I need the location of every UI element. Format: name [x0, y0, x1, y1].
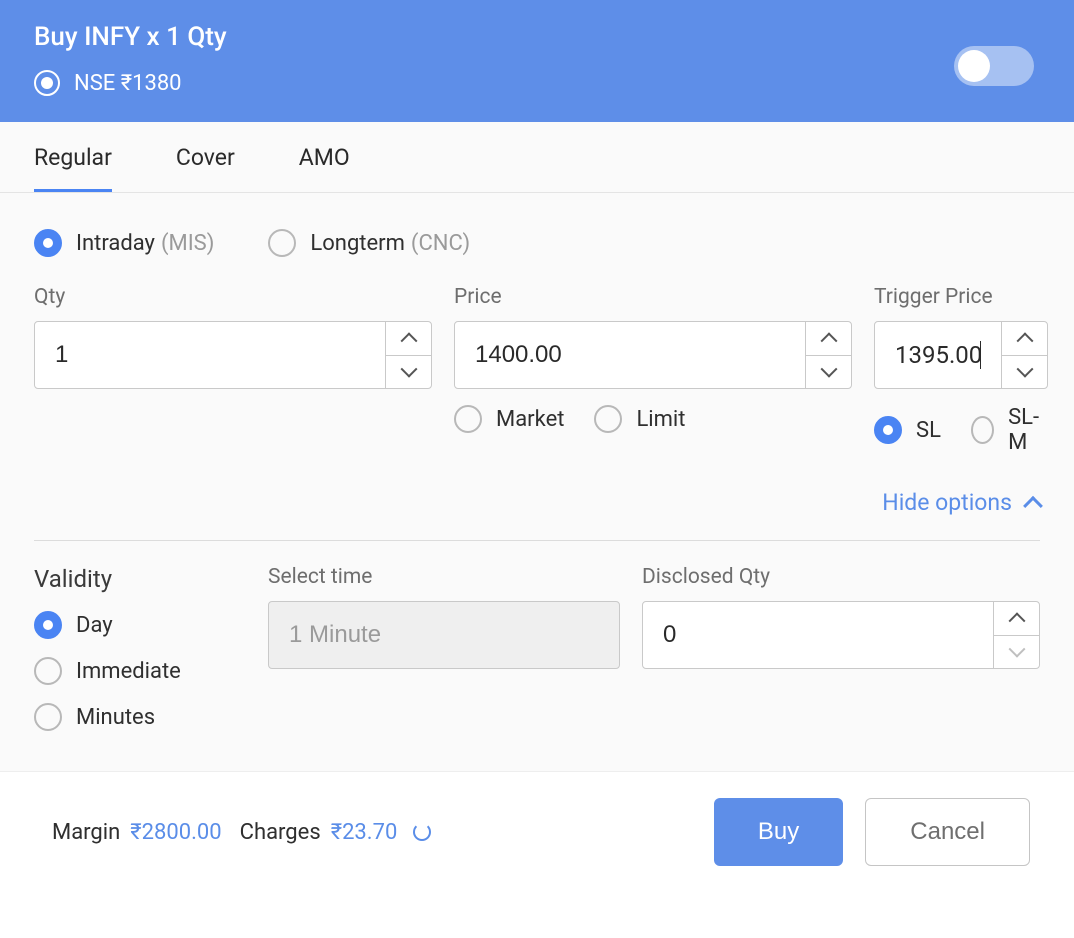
order-title: Buy INFY x 1 Qty [34, 22, 1040, 52]
longterm-label: Longterm [310, 231, 405, 256]
chevron-down-icon [820, 360, 837, 377]
chevron-up-icon [1008, 613, 1025, 630]
margin-label: Margin [52, 820, 120, 845]
cancel-button[interactable]: Cancel [865, 798, 1030, 866]
product-intraday[interactable]: Intraday(MIS) [34, 229, 214, 257]
tab-regular[interactable]: Regular [34, 122, 112, 192]
disclosed-qty-step-down[interactable] [994, 636, 1039, 669]
order-header: Buy INFY x 1 Qty NSE ₹1380 [0, 0, 1074, 122]
product-longterm[interactable]: Longterm(CNC) [268, 229, 470, 257]
order-footer: Margin ₹2800.00 Charges ₹23.70 Buy Cance… [0, 771, 1074, 900]
longterm-code: (CNC) [411, 231, 470, 256]
buy-button[interactable]: Buy [714, 798, 843, 866]
trigger-input[interactable]: 1395.00 [875, 322, 1001, 388]
buy-sell-toggle[interactable] [954, 46, 1034, 86]
limit-label: Limit [636, 407, 685, 432]
price-label: Price [454, 285, 852, 309]
select-time-section: Select time [268, 565, 620, 731]
chevron-up-icon [1023, 495, 1043, 515]
trigger-step-up[interactable] [1002, 322, 1047, 356]
price-type-market[interactable]: Market [454, 405, 564, 433]
price-type-limit[interactable]: Limit [594, 405, 685, 433]
text-cursor [980, 341, 981, 369]
price-input[interactable] [455, 322, 805, 388]
select-time-input [269, 602, 619, 668]
trigger-type-slm[interactable]: SL-M [971, 405, 1048, 455]
validity-day[interactable]: Day [34, 611, 246, 639]
charges-value: ₹23.70 [331, 820, 398, 845]
tab-cover[interactable]: Cover [176, 122, 235, 192]
qty-step-down[interactable] [386, 356, 431, 389]
intraday-label: Intraday [76, 231, 155, 256]
disclosed-qty-section: Disclosed Qty [642, 565, 1040, 731]
qty-label: Qty [34, 285, 432, 309]
disclosed-qty-step-up[interactable] [994, 602, 1039, 636]
trigger-field: Trigger Price 1395.00 SL SL-M [874, 285, 1048, 455]
product-type-row: Intraday(MIS) Longterm(CNC) [34, 217, 1040, 257]
disclosed-qty-label: Disclosed Qty [642, 565, 1040, 589]
qty-field: Qty [34, 285, 432, 455]
trigger-label: Trigger Price [874, 285, 1048, 309]
price-step-up[interactable] [806, 322, 851, 356]
market-label: Market [496, 407, 564, 432]
slm-label: SL-M [1008, 405, 1048, 455]
exchange-radio-nse[interactable] [34, 70, 60, 96]
trigger-type-sl[interactable]: SL [874, 416, 941, 444]
chevron-down-icon [1016, 360, 1033, 377]
qty-input[interactable] [35, 322, 385, 388]
validity-section: Validity Day Immediate Minutes [34, 565, 246, 731]
validity-title: Validity [34, 565, 246, 593]
trigger-step-down[interactable] [1002, 356, 1047, 389]
hide-options-label: Hide options [882, 489, 1012, 516]
validity-minutes[interactable]: Minutes [34, 703, 246, 731]
tab-amo[interactable]: AMO [299, 122, 350, 192]
validity-minutes-label: Minutes [76, 705, 155, 730]
margin-value: ₹2800.00 [130, 820, 221, 845]
chevron-up-icon [400, 333, 417, 350]
toggle-knob [958, 50, 990, 82]
intraday-code: (MIS) [161, 231, 214, 256]
price-step-down[interactable] [806, 356, 851, 389]
exchange-label: NSE ₹1380 [74, 71, 182, 96]
chevron-down-icon [400, 360, 417, 377]
sl-label: SL [916, 418, 941, 443]
qty-step-up[interactable] [386, 322, 431, 356]
hide-options-link[interactable]: Hide options [34, 489, 1040, 540]
chevron-down-icon [1008, 640, 1025, 657]
validity-day-label: Day [76, 613, 113, 638]
price-field: Price Market Limit [454, 285, 852, 455]
validity-immediate[interactable]: Immediate [34, 657, 246, 685]
validity-immediate-label: Immediate [76, 659, 181, 684]
charges-label: Charges [240, 820, 321, 845]
refresh-icon[interactable] [413, 823, 431, 841]
select-time-label: Select time [268, 565, 620, 589]
chevron-up-icon [1016, 333, 1033, 350]
exchange-row: NSE ₹1380 [34, 70, 1040, 96]
order-type-tabs: Regular Cover AMO [0, 122, 1074, 193]
chevron-up-icon [820, 333, 837, 350]
disclosed-qty-input[interactable] [643, 602, 993, 668]
